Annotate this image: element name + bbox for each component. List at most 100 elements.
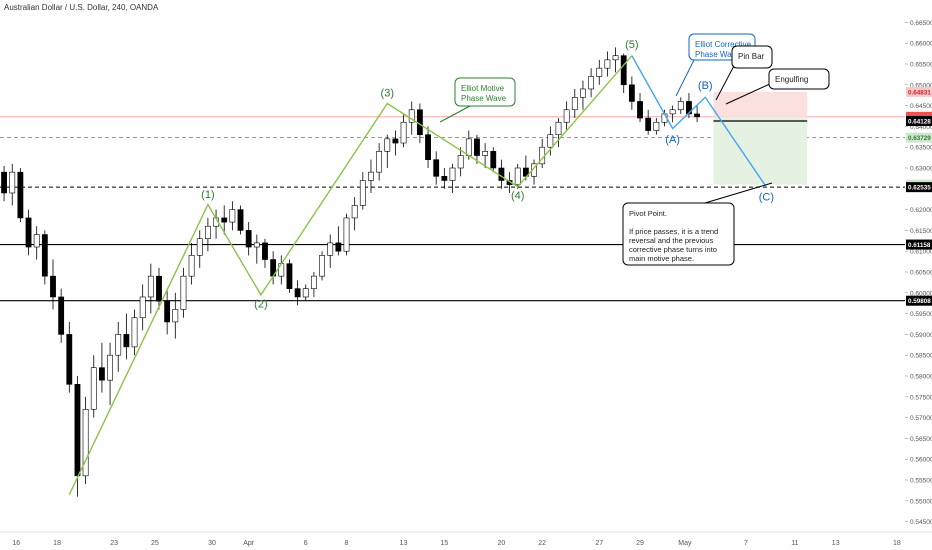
time-axis-label: 27 (595, 540, 603, 547)
candle-body (449, 167, 456, 181)
candle-body (9, 171, 16, 194)
candle-body (588, 76, 595, 90)
price-tag-bg (906, 239, 932, 250)
callout-pivot: Pivot Point. If price passes, it is a tre… (622, 182, 773, 266)
callout-text: Elliot Corrective (695, 40, 752, 49)
wave-label: (4) (511, 190, 524, 202)
candle-body (335, 242, 342, 252)
candle-body (474, 138, 480, 156)
price-tag: 0.63729 (908, 135, 931, 142)
time-axis-label: 23 (110, 540, 118, 547)
candle-body (17, 171, 24, 219)
callout-text: main motive phase. (629, 254, 694, 263)
price-tag-bg (906, 132, 932, 143)
price-tag: 0.64128 (908, 118, 931, 125)
candle-body (66, 334, 73, 385)
candle-body (147, 275, 154, 298)
price-axis-label: 0.59000 (910, 332, 932, 339)
price-axis-label: 0.63500 (910, 145, 932, 152)
chart-title: Australian Dollar / U.S. Dollar, 240, OA… (4, 3, 159, 12)
time-axis-label: 13 (832, 540, 840, 547)
callout-text: Pin Bar (738, 52, 765, 61)
candle-body (99, 367, 105, 381)
wave-label: (3) (381, 87, 394, 99)
callout-text: reversal and the previous (629, 236, 713, 245)
price-tag-bg (906, 182, 932, 193)
candle-body (384, 138, 391, 152)
candle-body (343, 217, 350, 252)
candle-body (180, 275, 187, 310)
candle-body (107, 354, 113, 381)
time-axis-label: 6 (304, 540, 308, 547)
candle-body (50, 275, 56, 298)
price-axis-label: 0.56000 (910, 457, 932, 464)
time-axis-label: 7 (744, 540, 748, 547)
price-tag-bg (906, 295, 932, 306)
time-axis[interactable]: 16 18 23 25 30 Apr 6 8 13 15 20 22 27 29 May 7 11 13 18 (0, 531, 932, 547)
callout-text: Engulfing (775, 75, 808, 84)
time-axis-label: May (678, 540, 692, 547)
price-tag: 0.64831 (908, 89, 931, 96)
callout-box (768, 68, 830, 90)
price-axis-label: 0.65000 (910, 82, 932, 89)
price-axis-label: 0.57000 (910, 415, 932, 422)
candle-body (686, 101, 692, 115)
time-axis-label: 16 (12, 540, 20, 547)
candle-body (400, 121, 407, 144)
callout-pointer (725, 82, 773, 105)
wave-label: (B) (698, 80, 713, 92)
candle-body (441, 176, 448, 181)
candle-body (74, 384, 81, 477)
candle-body (465, 138, 472, 156)
price-axis-label: 0.59500 (910, 311, 932, 318)
price-axis-label: 0.58000 (910, 374, 932, 381)
candle-body (33, 234, 40, 248)
candle-body (563, 109, 570, 123)
callout-box (454, 77, 516, 107)
candle-body (628, 84, 635, 102)
wave-label: (1) (201, 189, 214, 201)
wave-labels: (1) (2) (3) (4) (5) (A) (B) (C) (201, 39, 774, 310)
price-axis-label: 0.54500 (910, 519, 932, 526)
candle-body (433, 159, 440, 177)
time-axis-label: 29 (636, 540, 644, 547)
callout-text: Phase Wave (461, 94, 507, 103)
candle-body (351, 205, 358, 219)
candle-body (131, 317, 138, 348)
candles (1, 47, 701, 497)
candle-body (172, 309, 179, 323)
position-zones (713, 91, 808, 185)
candle-body (457, 155, 464, 169)
price-tag: 0.62535 (908, 185, 931, 192)
price-tag-bg (906, 86, 932, 97)
take-profit-zone (713, 116, 808, 185)
candle-body (669, 109, 676, 115)
candle-body (294, 288, 301, 298)
candle-body (221, 217, 228, 223)
time-axis-label: 25 (151, 540, 159, 547)
time-axis-label: 20 (498, 540, 506, 547)
candle-body (677, 101, 684, 111)
price-axis-label: 0.58500 (910, 353, 932, 360)
candle-body (245, 230, 252, 248)
price-axis-label: 0.61000 (910, 249, 932, 256)
candle-body (482, 151, 489, 156)
corrective-wave-line (631, 55, 767, 188)
candle-body (90, 367, 97, 410)
price-axis-label: 0.64500 (910, 103, 932, 110)
candle-body (368, 171, 374, 181)
callout-text: corrective phase turns into (629, 245, 717, 254)
candle-body (498, 167, 505, 181)
candle-body (637, 101, 643, 119)
candle-body (490, 151, 497, 169)
callout-box (622, 202, 735, 266)
callout-engulfing: Engulfing (725, 68, 830, 105)
price-axis-label: 0.66000 (910, 41, 932, 48)
wave-label: (2) (254, 298, 267, 310)
candle-body (408, 109, 415, 123)
price-axis-label: 0.60000 (910, 290, 932, 297)
price-axis-label: 0.60500 (910, 270, 932, 277)
candle-body (286, 263, 293, 289)
motive-wave-line (68, 55, 633, 495)
